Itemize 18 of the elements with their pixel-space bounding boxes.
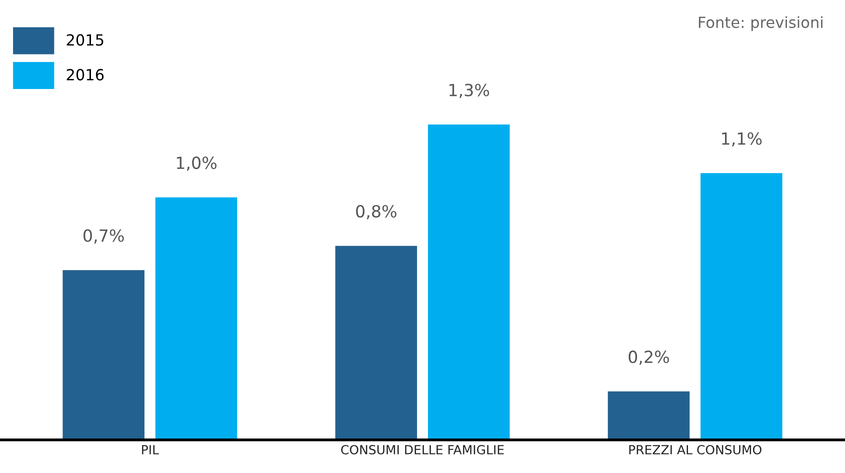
legend-label: 2016 bbox=[66, 68, 104, 80]
data-label: 0,8% bbox=[356, 205, 396, 220]
bar bbox=[155, 197, 238, 440]
bar bbox=[700, 173, 782, 440]
data-label: 0,2% bbox=[628, 350, 669, 365]
bar bbox=[428, 124, 510, 440]
data-label: 1,1% bbox=[722, 132, 762, 147]
data-label: 1,3% bbox=[450, 84, 490, 98]
x-tick-label: PREZZI AL CONSUMO bbox=[629, 444, 762, 454]
bar bbox=[608, 391, 690, 440]
bar bbox=[335, 246, 418, 440]
bar bbox=[62, 270, 144, 440]
data-label: 0,7% bbox=[84, 229, 124, 244]
x-tick-label: CONSUMI DELLE FAMIGLIE bbox=[341, 444, 504, 454]
legend-label: 2015 bbox=[66, 34, 104, 46]
x-tick-label: PIL bbox=[142, 445, 159, 454]
data-label: 1,0% bbox=[176, 156, 217, 171]
source-note: Fonte: previsioni bbox=[698, 16, 822, 32]
